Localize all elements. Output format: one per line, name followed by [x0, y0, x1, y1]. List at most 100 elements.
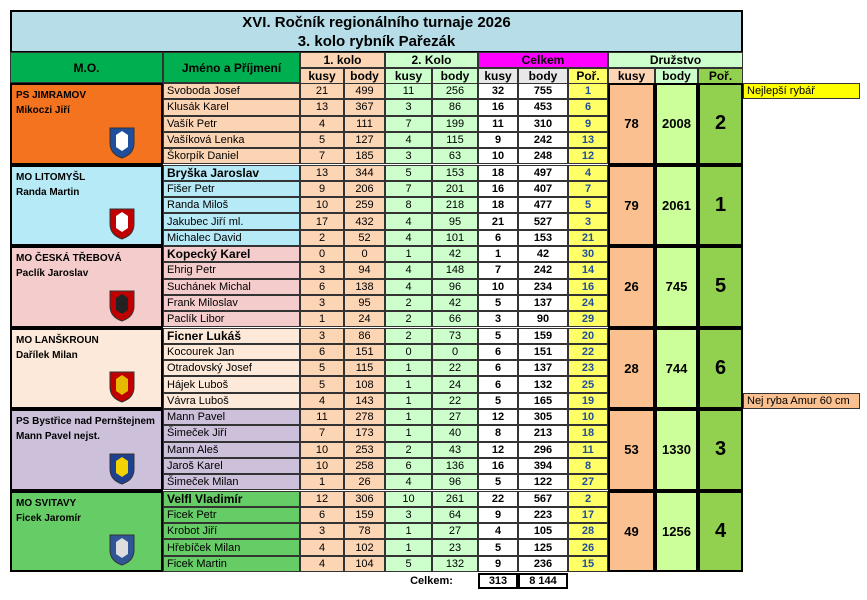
team-value: 2 [698, 83, 743, 165]
member-value: 3 [300, 262, 344, 279]
member-value: 94 [344, 262, 385, 279]
member-value: 122 [518, 474, 568, 491]
member-value: 11 [385, 83, 432, 100]
member-value: 73 [432, 327, 478, 344]
member-value: 151 [518, 343, 568, 361]
member-value: 1 [385, 425, 432, 442]
member-name: Fišer Petr [163, 180, 300, 198]
member-value: 7 [300, 148, 344, 165]
subheader: body [344, 68, 385, 84]
header-kolo1: 1. kolo [300, 52, 385, 68]
member-value: 29 [568, 311, 608, 328]
member-value: 27 [432, 409, 478, 426]
member-name: Jakubec Jiří ml. [163, 213, 300, 230]
member-value: 25 [568, 376, 608, 393]
header-name: Jméno a Příjmení [163, 52, 300, 83]
member-value: 9 [568, 115, 608, 132]
member-value: 21 [300, 83, 344, 100]
member-value: 3 [385, 148, 432, 165]
team-value: 1256 [655, 490, 698, 572]
member-value: 248 [518, 148, 568, 165]
member-value: 153 [518, 229, 568, 246]
member-value: 1 [568, 83, 608, 100]
member-value: 4 [385, 474, 432, 491]
team-value: 78 [608, 83, 655, 165]
member-value: 5 [300, 131, 344, 149]
member-name: Frank Miloslav [163, 294, 300, 312]
club-cell: MO ČESKÁ TŘEBOVÁ Paclík Jaroslav [10, 246, 163, 328]
member-value: 223 [518, 506, 568, 524]
member-value: 8 [568, 457, 608, 475]
member-value: 3 [568, 213, 608, 230]
member-value: 14 [568, 262, 608, 279]
member-value: 23 [568, 360, 608, 377]
member-value: 127 [344, 131, 385, 149]
club-name: MO LANŠKROUN [16, 334, 99, 346]
member-value: 2 [300, 229, 344, 246]
club-cell: PS Bystřice nad Pernštejnem Mann Pavel ne… [10, 409, 163, 491]
member-value: 3 [385, 99, 432, 116]
member-value: 132 [432, 555, 478, 572]
member-value: 9 [478, 131, 518, 149]
subheader: body [432, 68, 478, 84]
club-leader: Mann Pavel nejst. [16, 431, 100, 442]
club-leader: Ficek Jaromír [16, 512, 82, 524]
member-value: 151 [344, 343, 385, 361]
member-value: 3 [478, 311, 518, 328]
member-value: 7 [478, 262, 518, 279]
member-value: 136 [432, 457, 478, 475]
member-name: Otradovský Josef [163, 360, 300, 377]
member-value: 4 [300, 539, 344, 556]
member-value: 20 [568, 327, 608, 344]
member-value: 10 [568, 409, 608, 426]
subheader: kusy [385, 68, 432, 84]
member-value: 43 [432, 441, 478, 458]
header-kolo2: 2. Kolo [385, 52, 478, 68]
member-value: 234 [518, 278, 568, 295]
member-value: 296 [518, 441, 568, 458]
team-value: 745 [655, 246, 698, 328]
member-name: Hájek Luboš [163, 376, 300, 393]
member-value: 6 [478, 229, 518, 246]
club-leader: Dařílek Milan [16, 349, 78, 361]
member-name: Vávra Luboš [163, 392, 300, 409]
team-value: 28 [608, 327, 655, 409]
subtitle: 3. kolo rybník Pařezák [297, 32, 456, 50]
subheader: Poř. [568, 68, 608, 84]
member-value: 497 [518, 164, 568, 181]
subheader: kusy [300, 68, 344, 84]
member-value: 10 [300, 441, 344, 458]
member-value: 86 [344, 327, 385, 344]
member-value: 12 [300, 490, 344, 507]
member-value: 2 [385, 294, 432, 312]
member-value: 5 [478, 539, 518, 556]
member-value: 310 [518, 115, 568, 132]
member-name: Michalec David [163, 229, 300, 246]
subheader: body [655, 68, 698, 84]
member-value: 11 [478, 115, 518, 132]
member-value: 5 [385, 555, 432, 572]
member-name: Krobot Jiří [163, 523, 300, 540]
member-value: 12 [478, 441, 518, 458]
member-name: Škorpík Daniel [163, 148, 300, 165]
member-value: 42 [518, 246, 568, 263]
member-value: 8 [385, 197, 432, 214]
member-value: 125 [518, 539, 568, 556]
member-name: Ehrig Petr [163, 262, 300, 279]
member-value: 2 [385, 327, 432, 344]
member-value: 22 [432, 392, 478, 409]
club-crest [109, 290, 135, 322]
team-value: 79 [608, 164, 655, 246]
member-value: 153 [432, 164, 478, 181]
member-value: 3 [300, 327, 344, 344]
member-value: 5 [568, 197, 608, 214]
member-value: 0 [432, 343, 478, 361]
member-value: 3 [385, 506, 432, 524]
club-leader: Paclík Jaroslav [16, 268, 89, 279]
member-value: 0 [344, 246, 385, 263]
member-value: 6 [300, 506, 344, 524]
member-value: 527 [518, 213, 568, 230]
member-name: Ficner Lukáš [163, 327, 300, 344]
member-value: 499 [344, 83, 385, 100]
